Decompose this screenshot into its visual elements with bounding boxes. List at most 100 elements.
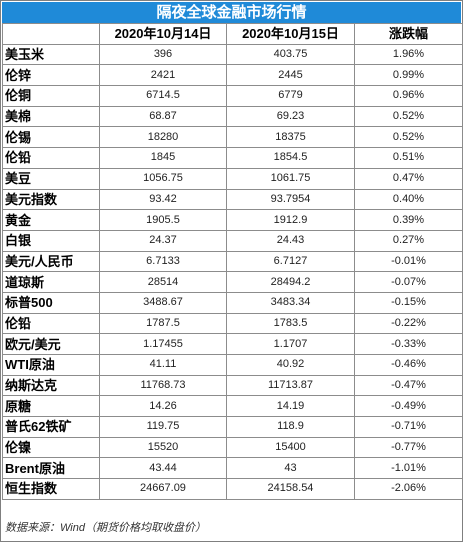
change-percent: 0.39% [354,209,463,231]
instrument-name: 伦锡 [2,126,100,149]
price-oct14: 93.42 [99,188,227,211]
price-oct15: 28494.2 [226,271,355,293]
price-oct14: 1787.5 [99,312,227,335]
table-row: 原糖 14.26 14.19 -0.49% [2,395,463,418]
price-oct14: 11768.73 [99,374,227,397]
instrument-name: 原糖 [2,395,100,418]
change-percent: 0.27% [354,229,463,252]
change-percent: -0.33% [354,333,463,355]
price-oct14: 15520 [99,436,227,459]
table-row: 美豆 1056.75 1061.75 0.47% [2,167,463,190]
instrument-name: 伦锌 [2,64,100,87]
header-row: 2020年10月14日 2020年10月15日 涨跌幅 [2,23,463,45]
table-row: 伦镍 15520 15400 -0.77% [2,436,463,459]
table-row: 白银 24.37 24.43 0.27% [2,229,463,252]
table-row: 黄金 1905.5 1912.9 0.39% [2,209,463,231]
price-oct15: 14.19 [226,395,355,418]
change-percent: 0.52% [354,105,463,128]
price-oct15: 1.1707 [226,333,355,355]
change-percent: -0.77% [354,436,463,459]
price-oct15: 6.7127 [226,250,355,273]
price-oct14: 1056.75 [99,167,227,190]
change-percent: 0.99% [354,64,463,87]
instrument-name: 黄金 [2,209,100,231]
price-oct15: 24158.54 [226,478,355,500]
instrument-name: 美棉 [2,105,100,128]
table-row: 伦铅 1787.5 1783.5 -0.22% [2,312,463,335]
table-row: 标普500 3488.67 3483.34 -0.15% [2,291,463,314]
price-oct15: 24.43 [226,229,355,252]
price-oct14: 6714.5 [99,85,227,107]
price-oct15: 69.23 [226,105,355,128]
change-percent: -0.49% [354,395,463,418]
price-oct15: 18375 [226,126,355,149]
price-oct15: 93.7954 [226,188,355,211]
table-row: Brent原油 43.44 43 -1.01% [2,457,463,480]
instrument-name: 伦铅 [2,147,100,169]
price-oct14: 119.75 [99,416,227,438]
instrument-name: 道琼斯 [2,271,100,293]
price-oct14: 24667.09 [99,478,227,500]
price-oct15: 118.9 [226,416,355,438]
table-row: 美棉 68.87 69.23 0.52% [2,105,463,128]
instrument-name: 恒生指数 [2,478,100,500]
instrument-name: 白银 [2,229,100,252]
header-change: 涨跌幅 [354,23,463,45]
instrument-name: 伦镍 [2,436,100,459]
change-percent: -0.22% [354,312,463,335]
instrument-name: WTI原油 [2,354,100,376]
price-oct14: 1845 [99,147,227,169]
price-oct14: 43.44 [99,457,227,480]
price-oct15: 1061.75 [226,167,355,190]
table-row: 欧元/美元 1.17455 1.1707 -0.33% [2,333,463,355]
change-percent: -0.15% [354,291,463,314]
price-oct15: 43 [226,457,355,480]
change-percent: -0.07% [354,271,463,293]
instrument-name: 美元指数 [2,188,100,211]
price-oct15: 3483.34 [226,291,355,314]
instrument-name: 欧元/美元 [2,333,100,355]
table-row: 美元指数 93.42 93.7954 0.40% [2,188,463,211]
price-oct14: 396 [99,43,227,66]
change-percent: -2.06% [354,478,463,500]
price-oct14: 14.26 [99,395,227,418]
price-oct14: 1905.5 [99,209,227,231]
table-title: 隔夜全球金融市场行情 [2,2,461,23]
header-date-2: 2020年10月15日 [226,23,355,45]
table-row: 伦锌 2421 2445 0.99% [2,64,463,87]
change-percent: -0.71% [354,416,463,438]
price-oct14: 41.11 [99,354,227,376]
change-percent: 0.96% [354,85,463,107]
price-oct15: 1783.5 [226,312,355,335]
instrument-name: 美元/人民币 [2,250,100,273]
price-oct14: 2421 [99,64,227,87]
price-oct15: 1912.9 [226,209,355,231]
table-row: 伦铜 6714.5 6779 0.96% [2,85,463,107]
price-oct14: 28514 [99,271,227,293]
price-oct14: 18280 [99,126,227,149]
price-oct14: 68.87 [99,105,227,128]
table-row: 道琼斯 28514 28494.2 -0.07% [2,271,463,293]
table-row: 普氏62铁矿 119.75 118.9 -0.71% [2,416,463,438]
table-row: WTI原油 41.11 40.92 -0.46% [2,354,463,376]
price-oct14: 6.7133 [99,250,227,273]
change-percent: 0.52% [354,126,463,149]
table-body: 美玉米 396 403.75 1.96% 伦锌 2421 2445 0.99% 伦铜 6714.5… [2,43,463,500]
instrument-name: 纳斯达克 [2,374,100,397]
header-date-1: 2020年10月14日 [99,23,227,45]
price-oct15: 11713.87 [226,374,355,397]
table-row: 伦锡 18280 18375 0.52% [2,126,463,149]
instrument-name: 伦铅 [2,312,100,335]
table-row: 恒生指数 24667.09 24158.54 -2.06% [2,478,463,500]
price-oct14: 3488.67 [99,291,227,314]
table-row: 美玉米 396 403.75 1.96% [2,43,463,66]
table-row: 伦铅 1845 1854.5 0.51% [2,147,463,169]
change-percent: -1.01% [354,457,463,480]
change-percent: -0.46% [354,354,463,376]
instrument-name: 美豆 [2,167,100,190]
price-oct15: 40.92 [226,354,355,376]
change-percent: -0.01% [354,250,463,273]
header-name [2,23,100,45]
price-oct15: 15400 [226,436,355,459]
